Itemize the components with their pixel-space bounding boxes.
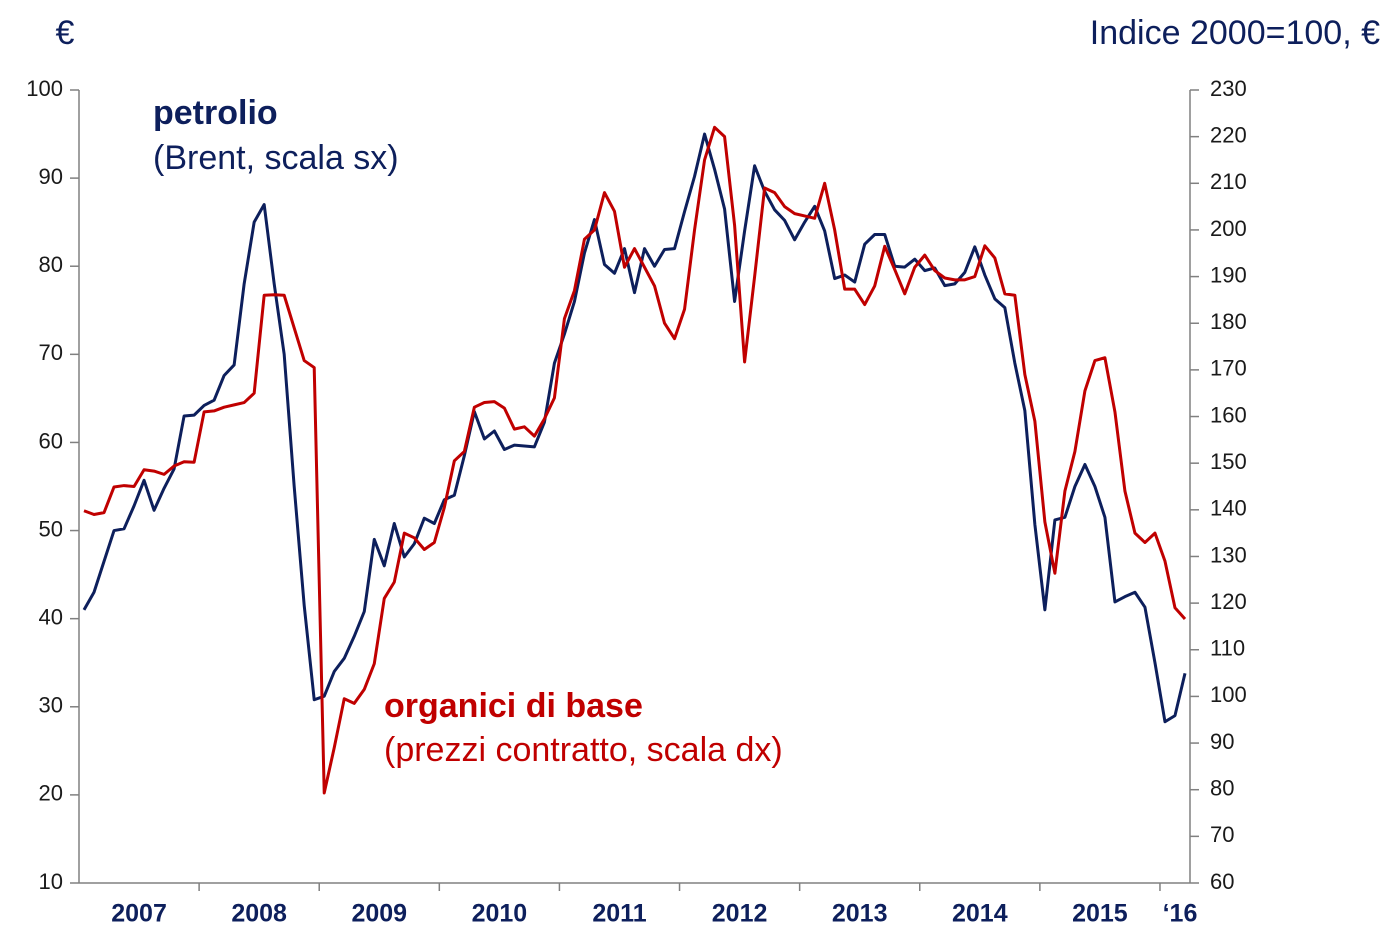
series-line <box>82 132 1187 724</box>
x-tick-label: ‘16 <box>1163 900 1198 928</box>
series-name: organici di base <box>384 687 643 725</box>
y-tick-label: 70 <box>39 340 63 365</box>
y2-tick-label: 90 <box>1210 729 1234 754</box>
y-tick-label: 50 <box>39 516 63 541</box>
x-tick-label: 2008 <box>231 900 287 928</box>
y2-tick-label: 120 <box>1210 589 1247 614</box>
series-note: (prezzi contratto, scala dx) <box>384 731 783 769</box>
y-tick-label: 40 <box>39 604 63 629</box>
y2-tick-label: 150 <box>1210 449 1247 474</box>
y2-tick-label: 180 <box>1210 309 1247 334</box>
y-tick-label: 30 <box>39 693 63 718</box>
y2-tick-label: 170 <box>1210 356 1247 381</box>
x-tick-label: 2010 <box>472 900 528 928</box>
series-name: petrolio <box>153 94 278 132</box>
y-tick-label: 20 <box>39 781 63 806</box>
y2-tick-label: 140 <box>1210 496 1247 521</box>
x-tick-label: 2015 <box>1072 900 1128 928</box>
y2-tick-label: 190 <box>1210 262 1247 287</box>
y2-tick-label: 160 <box>1210 402 1247 427</box>
y-axis-label: € <box>56 14 75 52</box>
y-tick-label: 80 <box>39 252 63 277</box>
y-tick-label: 90 <box>39 164 63 189</box>
y-tick-label: 100 <box>26 76 63 101</box>
x-tick-label: 2014 <box>952 900 1008 928</box>
y2-tick-label: 130 <box>1210 542 1247 567</box>
x-tick-label: 2011 <box>592 900 646 928</box>
series-note: (Brent, scala sx) <box>153 139 399 177</box>
y-tick-label: 60 <box>39 428 63 453</box>
y2-tick-label: 230 <box>1210 76 1247 101</box>
y2-tick-label: 80 <box>1210 776 1234 801</box>
y-tick-label: 10 <box>39 869 63 894</box>
y2-axis-label: Indice 2000=100, € <box>1090 14 1380 52</box>
y2-tick-label: 100 <box>1210 682 1247 707</box>
y2-tick-label: 70 <box>1210 822 1234 847</box>
y2-tick-label: 220 <box>1210 122 1247 147</box>
x-tick-label: 2007 <box>111 900 167 928</box>
x-tick-label: 2012 <box>712 900 768 928</box>
y2-tick-label: 210 <box>1210 169 1247 194</box>
x-tick-label: 2009 <box>351 900 407 928</box>
y2-tick-label: 110 <box>1210 636 1245 661</box>
y2-tick-label: 200 <box>1210 216 1247 241</box>
y2-tick-label: 60 <box>1210 869 1234 894</box>
series-line <box>83 125 1187 795</box>
x-tick-label: 2013 <box>832 900 888 928</box>
